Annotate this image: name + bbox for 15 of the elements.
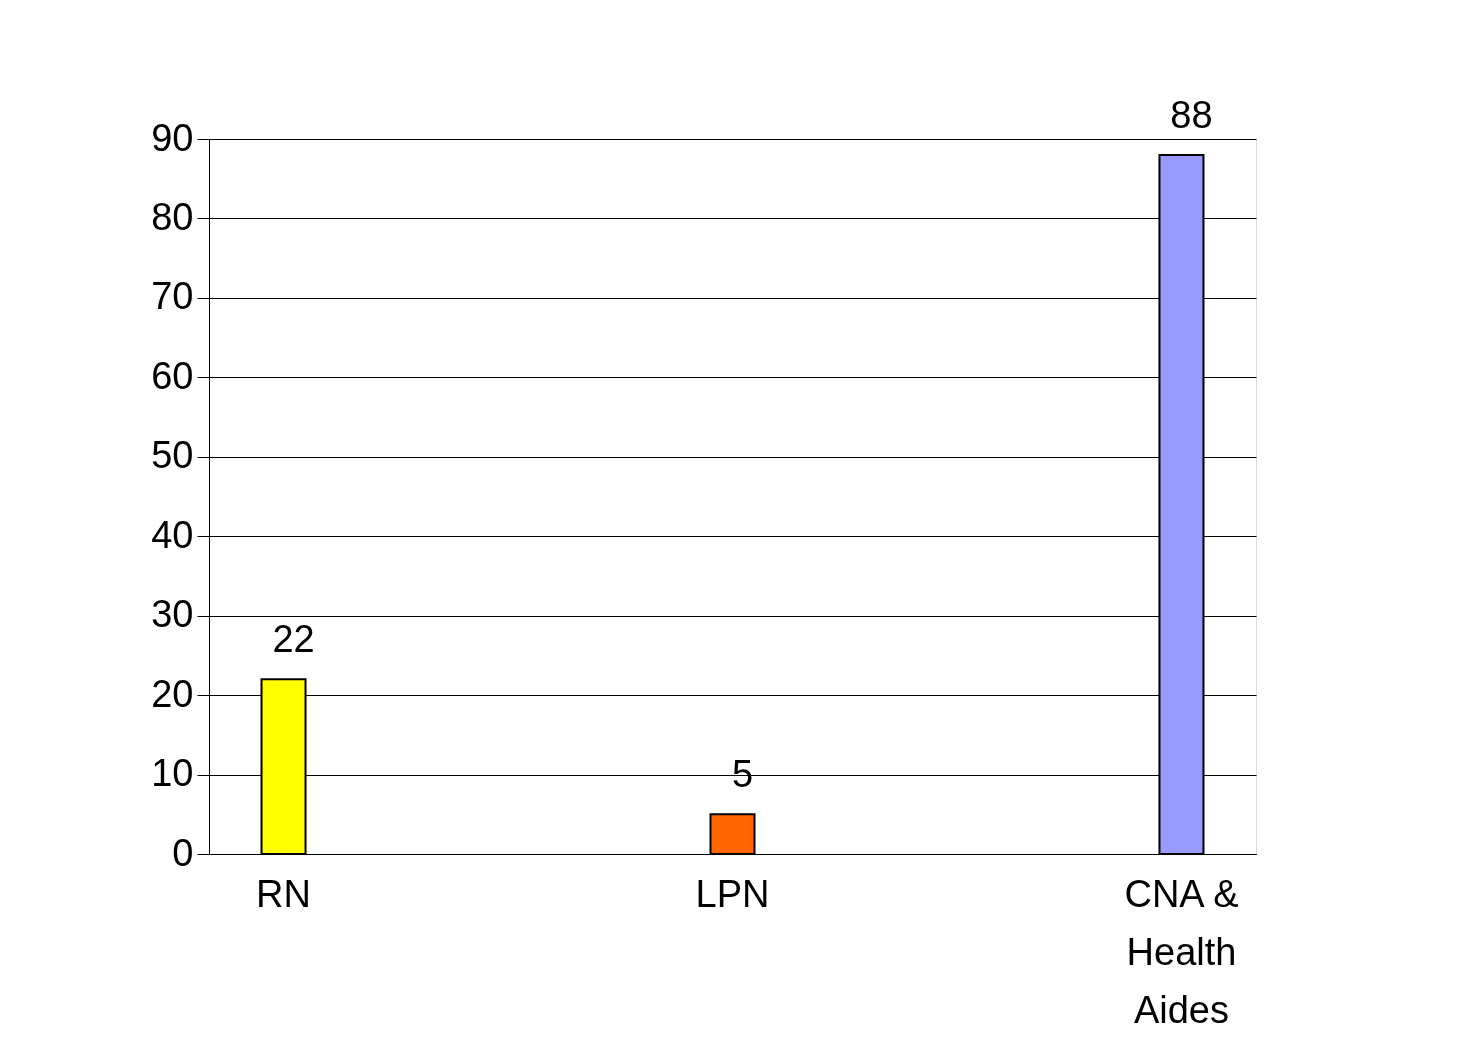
- x-tick-label: RN: [256, 872, 311, 915]
- data-label: 22: [272, 618, 315, 661]
- y-tick-label: 20: [151, 672, 194, 715]
- x-tick-label: LPN: [695, 872, 770, 915]
- y-tick-label: 30: [151, 593, 194, 636]
- y-tick-label: 80: [151, 195, 194, 238]
- y-tick-label: 70: [151, 275, 194, 318]
- y-tick-label: 50: [151, 434, 194, 477]
- y-tick-label: 90: [151, 116, 194, 159]
- y-tick-label: 60: [151, 354, 194, 397]
- y-tick-label: 40: [151, 513, 194, 556]
- y-tick-label: 0: [172, 831, 194, 874]
- data-label: 88: [1170, 93, 1213, 136]
- y-tick-label: 10: [151, 752, 194, 795]
- x-tick-label: CNA & Health Aides: [1124, 872, 1239, 1031]
